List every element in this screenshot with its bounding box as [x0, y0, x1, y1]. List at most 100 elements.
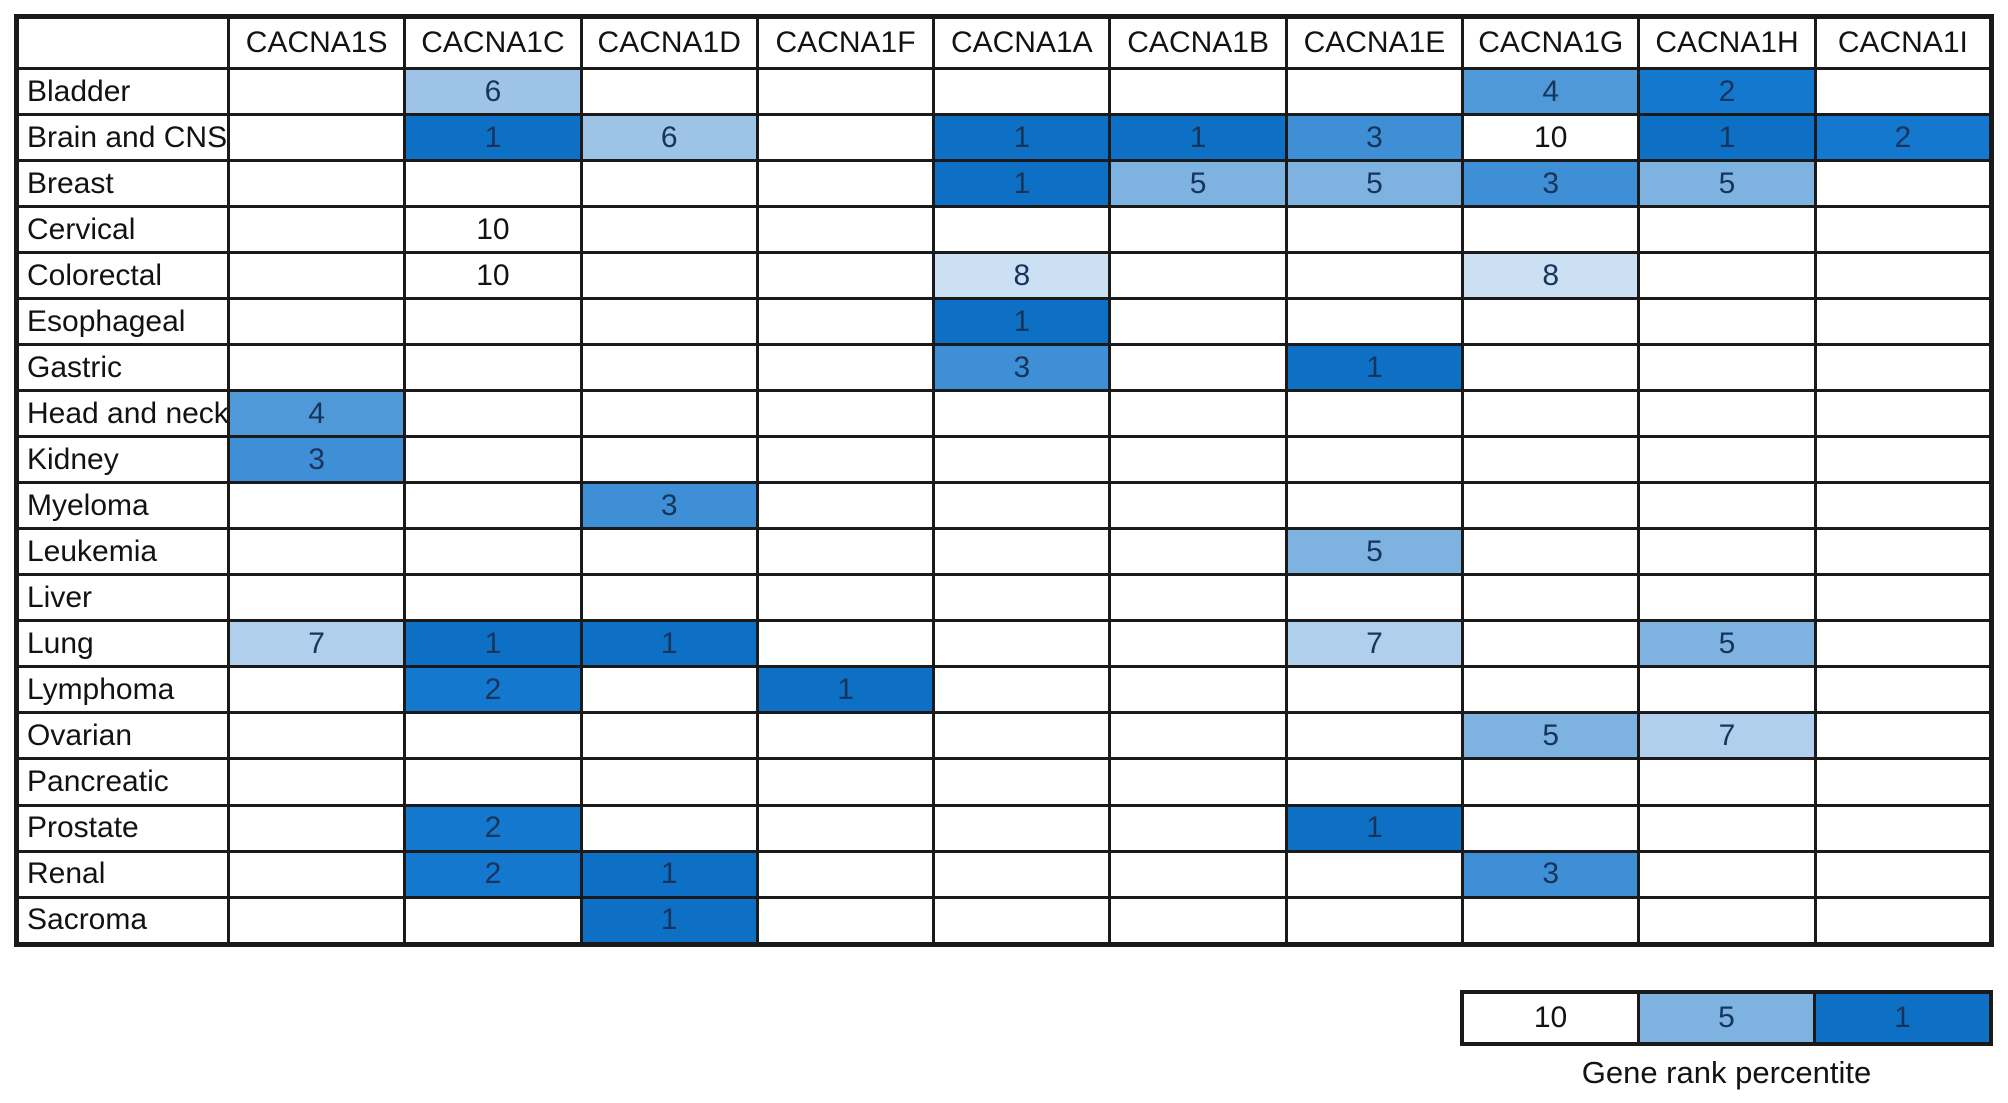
value-cell: 3 — [932, 343, 1112, 393]
value-cell: 6 — [403, 66, 583, 117]
value-cell — [755, 481, 936, 531]
column-header-cacna1e: CACNA1E — [1284, 15, 1465, 70]
row-label: Renal — [15, 849, 230, 899]
value-cell — [1637, 435, 1817, 485]
value-cell: 1 — [932, 113, 1112, 163]
value-cell — [755, 159, 936, 209]
value-cell — [403, 159, 583, 209]
value-cell — [403, 711, 583, 761]
value-cell — [1637, 343, 1817, 393]
row-label: Esophageal — [15, 297, 230, 347]
value-cell: 1 — [403, 113, 583, 163]
value-cell — [1284, 435, 1465, 485]
corner-cell — [15, 15, 230, 70]
value-cell — [579, 389, 759, 439]
value-cell — [1637, 757, 1817, 807]
value-cell — [1461, 297, 1641, 347]
table-row: Ovarian 5 7 — [15, 711, 1994, 761]
value-cell — [1813, 619, 1994, 669]
value-cell: 7 — [1284, 619, 1465, 669]
table-row: Colorectal 10 8 8 — [15, 251, 1994, 301]
value-cell: 7 — [1637, 711, 1817, 761]
value-cell — [755, 389, 936, 439]
table-row: Bladder 6 4 2 — [15, 66, 1994, 117]
value-cell: 2 — [403, 803, 583, 853]
value-cell — [755, 343, 936, 393]
value-cell — [579, 159, 759, 209]
row-label: Head and neck — [15, 389, 230, 439]
row-label: Pancreatic — [15, 757, 230, 807]
value-cell — [932, 389, 1112, 439]
legend-color-scale: 10 5 1 — [1460, 990, 1993, 1046]
value-cell — [932, 895, 1112, 947]
row-label: Liver — [15, 573, 230, 623]
value-cell — [1813, 389, 1994, 439]
value-cell — [1108, 619, 1288, 669]
row-label: Leukemia — [15, 527, 230, 577]
value-cell — [1637, 895, 1817, 947]
table-row: Kidney 3 — [15, 435, 1994, 485]
value-cell: 7 — [226, 619, 407, 669]
value-cell — [1284, 573, 1465, 623]
value-cell — [1461, 895, 1641, 947]
value-cell — [1813, 665, 1994, 715]
value-cell — [403, 297, 583, 347]
value-cell: 1 — [1108, 113, 1288, 163]
row-label: Bladder — [15, 66, 230, 117]
value-cell: 6 — [579, 113, 759, 163]
value-cell: 3 — [1461, 159, 1641, 209]
legend: 10 5 1 Gene rank percentite — [1460, 990, 1993, 1091]
value-cell — [579, 757, 759, 807]
value-cell — [932, 665, 1112, 715]
value-cell — [403, 527, 583, 577]
value-cell — [403, 481, 583, 531]
value-cell — [1108, 849, 1288, 899]
legend-box-10: 10 — [1464, 994, 1637, 1042]
value-cell — [579, 435, 759, 485]
value-cell — [1108, 389, 1288, 439]
value-cell — [1813, 757, 1994, 807]
value-cell — [932, 205, 1112, 255]
value-cell — [755, 251, 936, 301]
value-cell: 5 — [1108, 159, 1288, 209]
value-cell — [932, 435, 1112, 485]
value-cell — [1108, 435, 1288, 485]
value-cell — [226, 849, 407, 899]
value-cell — [1813, 159, 1994, 209]
value-cell: 2 — [403, 665, 583, 715]
value-cell — [226, 343, 407, 393]
table-row: Lymphoma 2 1 — [15, 665, 1994, 715]
value-cell — [1461, 573, 1641, 623]
value-cell — [932, 527, 1112, 577]
table-row: Prostate 2 1 — [15, 803, 1994, 853]
column-header-cacna1b: CACNA1B — [1108, 15, 1288, 70]
value-cell — [1813, 343, 1994, 393]
value-cell — [755, 711, 936, 761]
table-row: Head and neck 4 — [15, 389, 1994, 439]
value-cell — [1461, 389, 1641, 439]
row-label: Cervical — [15, 205, 230, 255]
value-cell — [226, 757, 407, 807]
value-cell — [1637, 389, 1817, 439]
value-cell — [755, 849, 936, 899]
value-cell: 10 — [403, 251, 583, 301]
table-body: Bladder 6 4 2 Brain and CNS 1 6 1 1 3 10 1 2 Breast 1 5… — [15, 66, 1994, 947]
value-cell — [1813, 205, 1994, 255]
value-cell — [932, 66, 1112, 117]
value-cell: 1 — [579, 895, 759, 947]
value-cell: 5 — [1284, 527, 1465, 577]
value-cell: 8 — [1461, 251, 1641, 301]
value-cell — [1637, 665, 1817, 715]
gene-rank-table: CACNA1S CACNA1C CACNA1D CACNA1F CACNA1A CACNA… — [14, 14, 1994, 947]
value-cell: 5 — [1637, 159, 1817, 209]
value-cell — [755, 113, 936, 163]
value-cell — [403, 573, 583, 623]
value-cell: 2 — [1637, 66, 1817, 117]
value-cell — [1284, 297, 1465, 347]
value-cell — [1461, 527, 1641, 577]
value-cell — [1108, 573, 1288, 623]
value-cell — [932, 619, 1112, 669]
value-cell — [1813, 481, 1994, 531]
value-cell: 10 — [403, 205, 583, 255]
value-cell — [1108, 343, 1288, 393]
